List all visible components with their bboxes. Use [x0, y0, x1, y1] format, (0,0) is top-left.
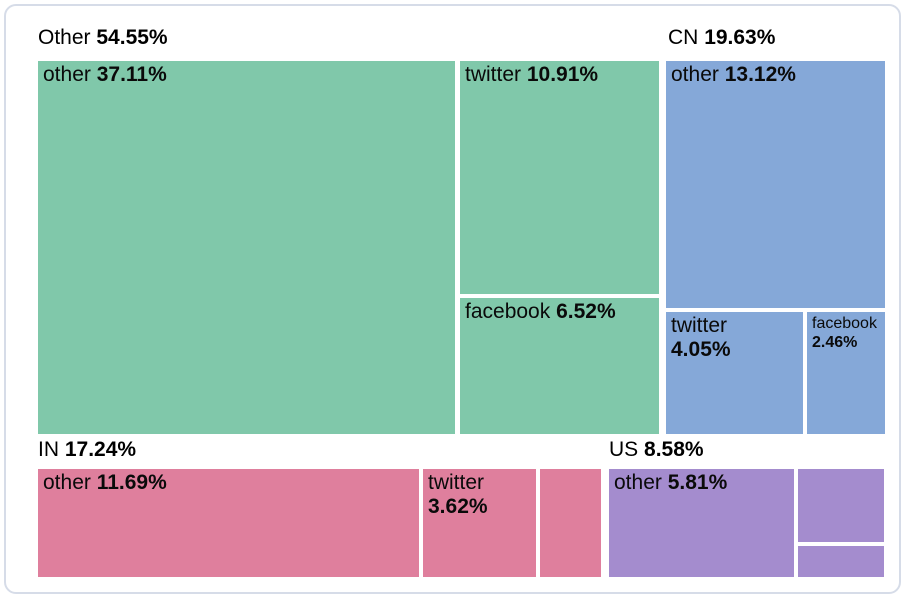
cell-value: 13.12%	[724, 63, 796, 86]
treemap-cell-us-unlabeled-2[interactable]	[798, 546, 884, 577]
cell-name: twitter	[428, 471, 485, 494]
chart-card: Other 54.55% CN 19.63% IN 17.24% US 8.58…	[4, 4, 901, 594]
cell-value: 11.69%	[96, 471, 167, 494]
cell-value: 5.81%	[667, 471, 728, 494]
cell-name: other	[671, 63, 719, 86]
group-name: US	[609, 438, 639, 461]
cell-value: 6.52%	[556, 300, 616, 323]
cell-value: 2.46%	[812, 334, 858, 351]
treemap-cell-us-other[interactable]: other 5.81%	[609, 469, 794, 577]
treemap-chart: Other 54.55% CN 19.63% IN 17.24% US 8.58…	[6, 6, 899, 592]
cell-value: 3.62%	[428, 495, 488, 518]
group-name: CN	[668, 26, 699, 49]
treemap-cell-in-unlabeled[interactable]	[540, 469, 601, 577]
cell-name: other	[43, 63, 91, 86]
cell-name: other	[614, 471, 662, 494]
cell-value: 10.91%	[526, 63, 599, 86]
group-value: 19.63%	[704, 26, 776, 49]
group-label-other: Other 54.55%	[38, 26, 168, 50]
treemap-cell-other-twitter[interactable]: twitter 10.91%	[460, 61, 659, 294]
cell-value: 4.05%	[671, 338, 731, 361]
treemap-cell-other-other[interactable]: other 37.11%	[38, 61, 455, 434]
group-label-cn: CN 19.63%	[668, 26, 775, 50]
group-name: Other	[38, 26, 91, 49]
treemap-cell-in-twitter[interactable]: twitter 3.62%	[423, 469, 536, 577]
group-value: 17.24%	[64, 438, 137, 461]
cell-name: facebook	[465, 300, 551, 323]
treemap-cell-us-unlabeled-1[interactable]	[798, 469, 884, 542]
cell-value: 37.11%	[96, 63, 167, 86]
group-label-us: US 8.58%	[609, 438, 704, 462]
treemap-cell-cn-facebook[interactable]: facebook 2.46%	[807, 312, 885, 434]
treemap-cell-cn-twitter[interactable]: twitter 4.05%	[666, 312, 803, 434]
group-value: 54.55%	[96, 26, 168, 49]
group-label-in: IN 17.24%	[38, 438, 136, 462]
cell-name: facebook	[812, 315, 877, 332]
cell-name: other	[43, 471, 91, 494]
cell-name: twitter	[465, 63, 522, 86]
treemap-cell-in-other[interactable]: other 11.69%	[38, 469, 419, 577]
treemap-cell-cn-other[interactable]: other 13.12%	[666, 61, 885, 308]
treemap-cell-other-facebook[interactable]: facebook 6.52%	[460, 298, 659, 434]
group-name: IN	[38, 438, 59, 461]
group-value: 8.58%	[644, 438, 704, 461]
cell-name: twitter	[671, 314, 728, 337]
